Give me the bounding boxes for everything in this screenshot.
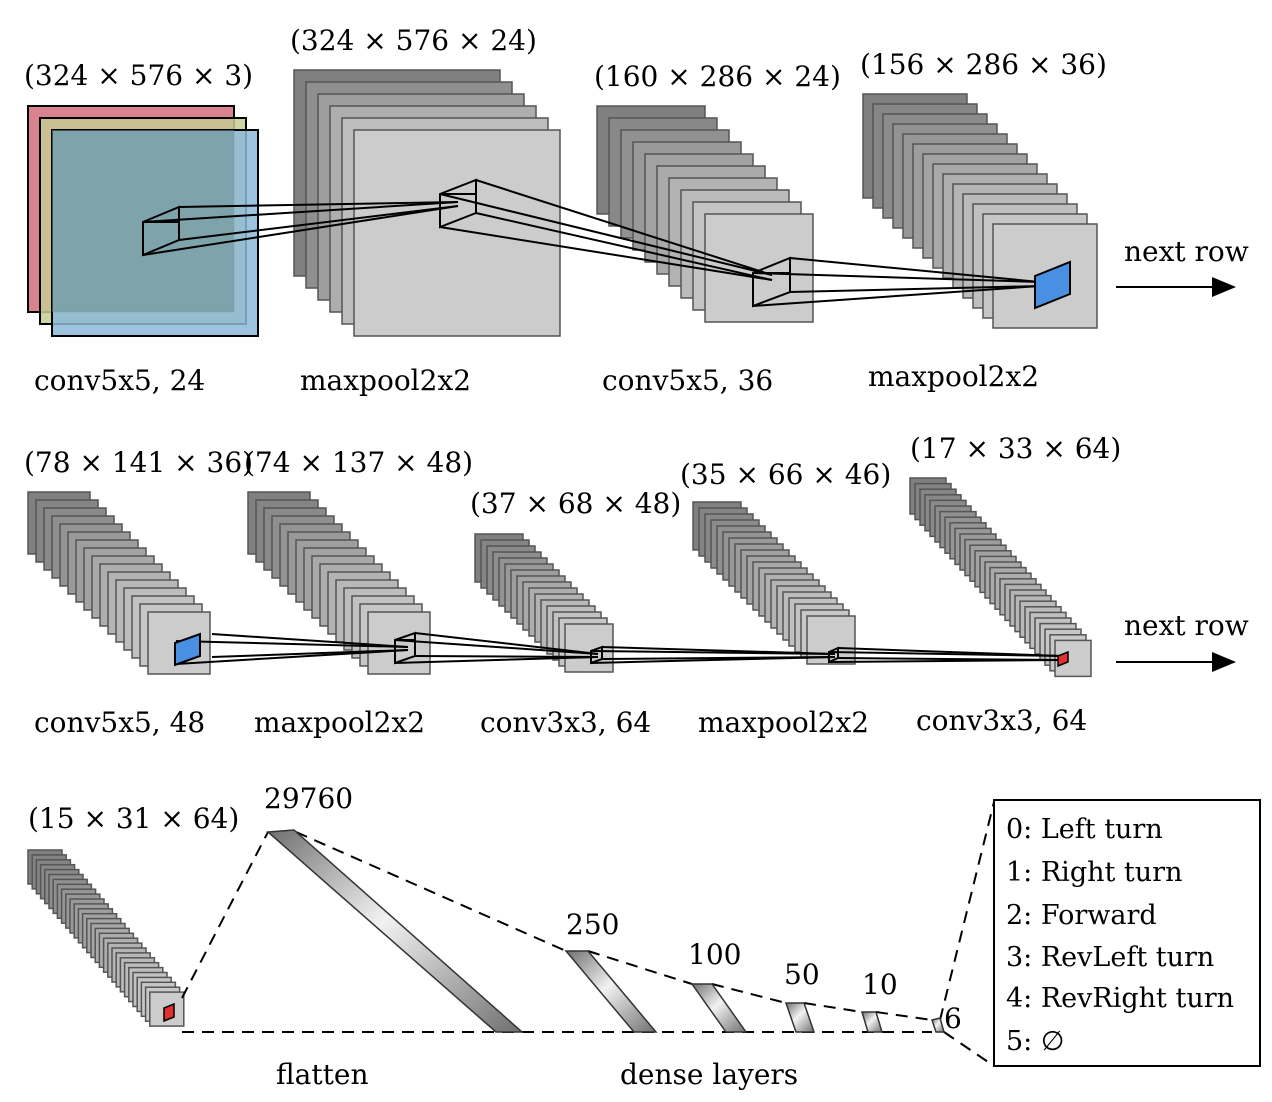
layer-label: maxpool2x2: [300, 364, 471, 397]
layer-size-label: 250: [566, 908, 619, 941]
legend-item: 2: Forward: [1006, 900, 1157, 931]
feature-map-plane: [806, 615, 856, 665]
flatten-layer-bar: [266, 829, 524, 1033]
dim-label: (160 × 286 × 24): [594, 60, 841, 93]
input-image-planes: [27, 105, 259, 337]
flatten-label: flatten: [276, 1058, 368, 1091]
dim-label: (78 × 141 × 36): [24, 446, 253, 479]
layer-label: maxpool2x2: [698, 706, 869, 739]
row2-kernel-connections: [175, 631, 1063, 665]
kernel-patch-red-row3: [163, 1002, 175, 1023]
feature-map-stack-final-conv: [27, 849, 185, 1027]
feature-map-stack-maxpool-3: [247, 491, 431, 675]
feature-map-plane: [367, 611, 431, 675]
layer-label: conv5x5, 24: [34, 364, 205, 397]
dim-label: (37 × 68 × 48): [470, 487, 681, 520]
dim-label: (15 × 31 × 64): [28, 802, 239, 835]
legend-item: 4: RevRight turn: [1006, 983, 1234, 1014]
legend-item: 0: Left turn: [1006, 814, 1163, 845]
dim-label: (35 × 66 × 46): [680, 458, 891, 491]
layer-size-label: 10: [862, 968, 898, 1001]
dim-label: (156 × 286 × 36): [860, 48, 1107, 81]
feature-map-stack-conv-4: [474, 533, 614, 673]
feature-map-plane: [353, 129, 561, 337]
layer-label: conv5x5, 36: [602, 364, 773, 397]
dense-layer-50-bar: [784, 1002, 816, 1033]
layer-label: maxpool2x2: [254, 706, 425, 739]
kernel-patch-blue-row2: [174, 632, 201, 667]
dim-label: (17 × 33 × 64): [910, 432, 1121, 465]
layer-size-label: 29760: [264, 782, 353, 815]
dense-layers-label: dense layers: [620, 1058, 798, 1091]
layer-label: conv5x5, 48: [34, 706, 205, 739]
row1-kernel-connections: [142, 178, 1041, 308]
legend-box: [993, 799, 1261, 1067]
legend-item: 3: RevLeft turn: [1006, 942, 1214, 973]
feature-map-stack-conv-5: [909, 477, 1092, 678]
layer-label: maxpool2x2: [868, 360, 1039, 393]
dim-label: (74 × 137 × 48): [244, 446, 473, 479]
dim-label: (324 × 576 × 24): [290, 24, 537, 57]
feature-map-stack-maxpool-4: [692, 501, 856, 665]
dense-layer-100-bar: [690, 983, 748, 1033]
next-row-label: next row: [1124, 235, 1249, 268]
layer-label: conv3x3, 64: [480, 706, 651, 739]
legend-item: 5: ∅: [1006, 1026, 1064, 1057]
dense-layer-10-bar: [860, 1011, 884, 1033]
layer-label: conv3x3, 64: [916, 704, 1087, 737]
layer-size-label: 50: [784, 958, 820, 991]
legend-item: 1: Right turn: [1006, 857, 1182, 888]
feature-map-stack-conv-2: [596, 105, 814, 323]
output-class-legend: 0: Left turn 1: Right turn 2: Forward 3:…: [993, 799, 1261, 1067]
layer-size-label: 100: [688, 938, 741, 971]
kernel-patch-blue-row1: [1034, 260, 1071, 310]
output-layer-6-bar: [931, 1017, 945, 1033]
layer-size-label: 6: [944, 1002, 962, 1035]
dense-layer-250-bar: [564, 950, 658, 1033]
feature-map-stack-conv-3: [27, 491, 211, 675]
dim-label: (324 × 576 × 3): [24, 59, 253, 92]
next-row-label: next row: [1124, 609, 1249, 642]
kernel-patch-red-row2: [1057, 650, 1069, 668]
